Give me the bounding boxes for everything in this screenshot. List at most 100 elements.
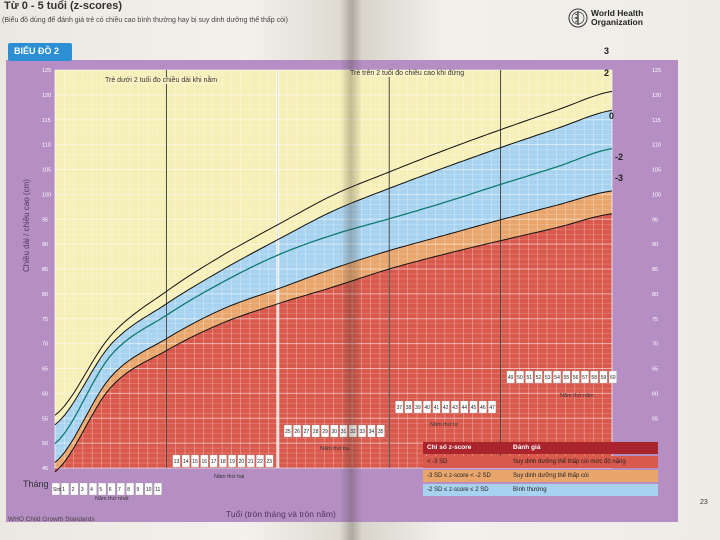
month-tick-box (395, 400, 404, 414)
month-tick-box (562, 370, 571, 384)
month-tick-box (469, 400, 478, 414)
month-tick-label: 17 (211, 459, 217, 465)
month-tick-box (488, 400, 497, 414)
y-tick-right: 100 (652, 192, 661, 198)
month-tick-label: 51 (526, 375, 532, 381)
month-tick-box (506, 370, 515, 384)
month-tick-label: 42 (443, 405, 449, 411)
month-tick-label: 21 (248, 459, 254, 465)
month-tick-label: 41 (434, 405, 440, 411)
month-tick-label: 45 (471, 405, 477, 411)
month-tick-box (98, 482, 107, 496)
y-tick-left: 75 (42, 317, 48, 323)
month-tick-box (321, 424, 329, 438)
month-tick-label: 3 (81, 487, 84, 493)
month-tick-label: 14 (183, 459, 189, 465)
y-tick-right: 65 (652, 367, 658, 373)
y-tick-right: 85 (652, 267, 658, 273)
month-tick-box (293, 424, 302, 438)
month-tick-box (553, 370, 562, 384)
month-tick-label: 59 (601, 375, 607, 381)
month-tick-label: 56 (573, 375, 579, 381)
month-tick-label: 19 (229, 459, 235, 465)
page-subheading: (Biểu đồ dùng để đánh giá trẻ có chiều c… (2, 17, 288, 24)
month-tick-box (70, 482, 79, 496)
month-tick-box (460, 400, 469, 414)
month-tick-label: 52 (536, 375, 542, 381)
month-tick-box (339, 424, 348, 438)
zscore-curve-0 (54, 147, 613, 445)
month-tick-label: 38 (406, 405, 412, 411)
who-emblem-icon (568, 8, 588, 28)
month-tick-label: 55 (564, 375, 570, 381)
month-tick-box (153, 482, 162, 496)
book-spine-shadow (340, 0, 362, 540)
zscore-curve-3 (54, 90, 613, 416)
y-tick-left: 105 (42, 168, 51, 174)
month-tick-label: 37 (396, 405, 402, 411)
month-tick-label: 40 (424, 405, 430, 411)
legend-assessment-severe: Suy dinh dưỡng thể thấp còi mức độ nặng (509, 456, 658, 468)
month-tick-label: 32 (350, 429, 356, 435)
legend-zscore-moderate: -3 SD ≤ z-score < -2 SD (423, 470, 509, 482)
y-tick-right: 120 (652, 93, 661, 99)
month-tick-box (413, 400, 422, 414)
month-tick-box (581, 370, 589, 384)
x-axis-label: Tuổi (tròn tháng và tròn năm) (226, 509, 336, 519)
month-tick-label: 11 (155, 487, 160, 493)
month-tick-box (571, 370, 580, 384)
y-tick-right: 95 (652, 217, 658, 223)
month-tick-label: 46 (480, 405, 486, 411)
month-tick-label: 10 (146, 487, 152, 493)
legend-header-zscore: Chỉ số z-score (423, 442, 509, 454)
month-tick-label: 2 (72, 487, 75, 493)
page-heading: Từ 0 - 5 tuổi (z-scores) (4, 0, 122, 12)
month-tick-box (79, 482, 88, 496)
y-tick-left: 55 (42, 416, 48, 422)
zscore-curve-label-0: 0 (609, 111, 614, 121)
y-tick-right: 75 (652, 317, 658, 323)
month-tick-box (237, 454, 246, 468)
month-tick-label: 26 (294, 429, 300, 435)
month-tick-box (126, 482, 135, 496)
month-tick-box (191, 454, 199, 468)
month-tick-box (51, 482, 60, 496)
year-label-1: Năm thứ nhất (95, 496, 129, 502)
y-tick-left: 110 (42, 143, 51, 149)
chart-tab-label: BIỂU ĐỒ 2 (14, 46, 60, 56)
month-tick-box (228, 454, 237, 468)
month-tick-box (404, 400, 413, 414)
month-tick-box (478, 400, 487, 414)
month-tick-box (525, 370, 534, 384)
month-tick-box (534, 370, 543, 384)
legend-zscore-severe: < -3 SD (423, 456, 509, 468)
month-tick-label: Sinh (53, 487, 63, 493)
month-tick-box (358, 424, 367, 438)
zscore-curve-2 (54, 109, 613, 426)
month-tick-box (256, 454, 264, 468)
month-tick-label: 28 (313, 429, 319, 435)
y-tick-right: 55 (652, 416, 658, 422)
month-label: Tháng (23, 479, 49, 489)
month-tick-box (451, 400, 459, 414)
month-tick-label: 50 (517, 375, 523, 381)
month-tick-label: 27 (304, 429, 310, 435)
month-tick-box (432, 400, 441, 414)
y-tick-right: 125 (652, 68, 661, 74)
month-tick-box (543, 370, 552, 384)
y-tick-right: 110 (652, 143, 661, 149)
year-label-4: Năm thứ tư (430, 422, 459, 428)
month-tick-box (181, 454, 190, 468)
month-tick-label: 44 (461, 405, 467, 411)
month-tick-box (516, 370, 524, 384)
month-tick-label: 13 (174, 459, 180, 465)
month-tick-label: 23 (267, 459, 273, 465)
month-tick-box (283, 424, 292, 438)
month-tick-box (311, 424, 320, 438)
month-tick-box (376, 424, 385, 438)
note-lying-measurement: Trẻ dưới 2 tuổi đo chiều dài khi nằm (105, 77, 218, 84)
y-tick-right: 80 (652, 292, 658, 298)
month-tick-label: 20 (239, 459, 245, 465)
y-tick-left: 95 (42, 217, 48, 223)
month-tick-box (423, 400, 432, 414)
